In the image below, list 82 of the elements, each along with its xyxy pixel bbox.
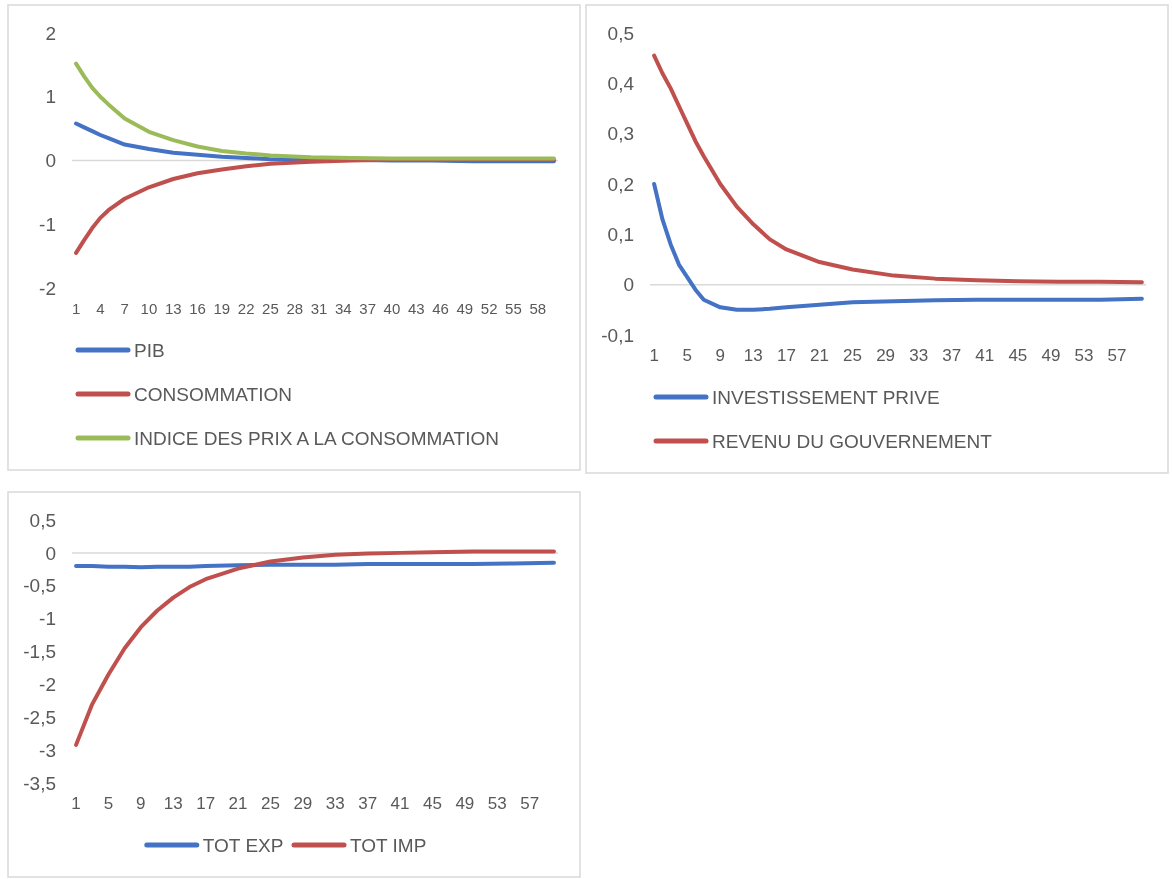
x-tick-label: 9 <box>715 346 725 365</box>
y-tick-label: 0 <box>623 274 634 296</box>
legend-label: CONSOMMATION <box>134 383 292 405</box>
y-tick-label: -3 <box>39 739 56 761</box>
x-tick-label: 17 <box>196 794 216 813</box>
x-tick-label: 45 <box>1008 346 1028 365</box>
x-tick-label: 17 <box>776 346 796 365</box>
x-tick-label: 37 <box>942 346 962 365</box>
y-tick-label: 0 <box>45 150 56 172</box>
legend-label: PIB <box>134 339 165 361</box>
x-tick-label: 37 <box>358 794 378 813</box>
x-tick-label: 52 <box>480 300 498 317</box>
x-tick-label: 53 <box>1074 346 1094 365</box>
x-tick-label: 33 <box>909 346 929 365</box>
x-tick-label: 13 <box>743 346 763 365</box>
x-tick-label: 29 <box>293 794 313 813</box>
x-tick-label: 49 <box>455 794 475 813</box>
y-tick-label: 0,2 <box>607 173 634 195</box>
x-tick-label: 7 <box>120 300 129 317</box>
y-tick-label: 0,4 <box>607 72 635 94</box>
y-tick-label: 0,1 <box>607 223 634 245</box>
x-tick-label: 1 <box>71 300 81 317</box>
x-tick-label: 9 <box>136 794 146 813</box>
x-tick-label: 57 <box>520 794 540 813</box>
x-tick-label: 25 <box>262 300 279 317</box>
y-tick-label: -3,5 <box>23 772 56 794</box>
y-tick-label: 2 <box>45 22 56 44</box>
legend-label: REVENU DU GOUVERNEMENT <box>712 430 993 452</box>
x-tick-label: 45 <box>422 794 442 813</box>
x-tick-label: 49 <box>456 300 474 317</box>
x-tick-label: 5 <box>682 346 692 365</box>
x-tick-label: 10 <box>140 300 158 317</box>
x-tick-label: 41 <box>390 794 410 813</box>
x-tick-label: 13 <box>164 300 182 317</box>
x-tick-label: 40 <box>383 300 401 317</box>
x-tick-label: 58 <box>529 300 547 317</box>
x-tick-label: 37 <box>359 300 376 317</box>
legend-label: TOT EXP <box>202 834 284 856</box>
legend-label: INDICE DES PRIX A LA CONSOMMATION <box>134 427 499 449</box>
x-tick-label: 33 <box>325 794 345 813</box>
x-tick-label: 43 <box>407 300 425 317</box>
x-tick-label: 57 <box>1107 346 1127 365</box>
y-tick-label: 0,5 <box>29 509 56 531</box>
y-tick-label: 1 <box>45 86 56 108</box>
x-tick-label: 4 <box>96 300 105 317</box>
x-tick-label: 31 <box>310 300 328 317</box>
x-tick-label: 46 <box>432 300 449 317</box>
x-tick-label: 41 <box>975 346 995 365</box>
y-tick-label: -2 <box>39 674 56 696</box>
line-series <box>652 182 1144 312</box>
legend-label: TOT IMP <box>350 834 427 856</box>
x-tick-label: 53 <box>487 794 507 813</box>
y-tick-label: -1 <box>39 608 56 630</box>
x-tick-label: 21 <box>810 346 829 365</box>
x-tick-label: 49 <box>1041 346 1061 365</box>
y-tick-label: 0 <box>45 542 56 564</box>
x-tick-label: 21 <box>228 794 248 813</box>
y-tick-label: -2,5 <box>23 706 56 728</box>
x-tick-label: 5 <box>103 794 114 813</box>
y-tick-label: -2 <box>39 277 56 299</box>
x-tick-label: 1 <box>649 346 659 365</box>
y-tick-label: -0,1 <box>601 324 634 346</box>
x-tick-label: 13 <box>163 794 183 813</box>
y-tick-label: 0,3 <box>607 123 634 145</box>
x-tick-label: 28 <box>286 300 304 317</box>
line-series <box>74 61 556 161</box>
x-tick-label: 25 <box>260 794 280 813</box>
y-tick-label: -1 <box>39 213 56 235</box>
x-tick-label: 34 <box>335 300 352 317</box>
x-tick-label: 22 <box>237 300 255 317</box>
line-series <box>74 549 556 747</box>
y-tick-label: -0,5 <box>23 575 56 597</box>
x-tick-label: 16 <box>189 300 206 317</box>
x-tick-label: 19 <box>213 300 231 317</box>
legend-label: INVESTISSEMENT PRIVE <box>712 386 940 408</box>
y-tick-label: -1,5 <box>23 641 56 663</box>
x-tick-label: 25 <box>843 346 862 365</box>
y-tick-label: 0,5 <box>607 22 634 44</box>
line-series <box>652 53 1144 285</box>
x-tick-label: 1 <box>71 794 81 813</box>
x-tick-label: 55 <box>505 300 522 317</box>
x-tick-label: 29 <box>876 346 896 365</box>
